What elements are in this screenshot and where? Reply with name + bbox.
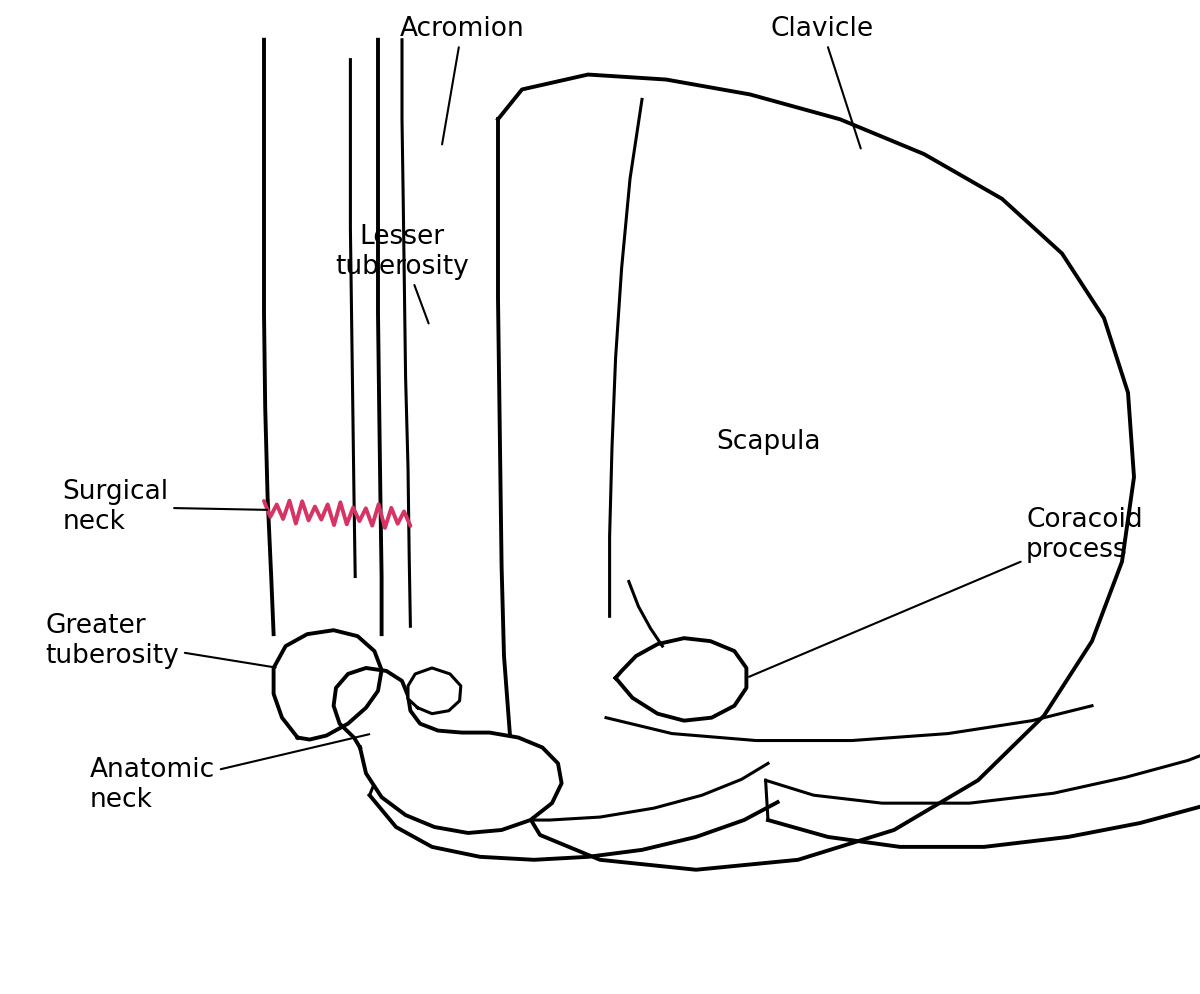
Text: Surgical
neck: Surgical neck bbox=[62, 479, 268, 535]
Text: Acromion: Acromion bbox=[400, 16, 524, 144]
Text: Lesser
tuberosity: Lesser tuberosity bbox=[335, 224, 469, 323]
Polygon shape bbox=[498, 75, 1134, 870]
Text: Scapula: Scapula bbox=[715, 429, 821, 455]
Polygon shape bbox=[408, 668, 461, 714]
Text: Greater
tuberosity: Greater tuberosity bbox=[46, 613, 276, 669]
Text: Anatomic
neck: Anatomic neck bbox=[90, 735, 370, 813]
Polygon shape bbox=[334, 668, 562, 833]
Text: Coracoid
process: Coracoid process bbox=[749, 507, 1142, 677]
Polygon shape bbox=[274, 630, 382, 740]
Polygon shape bbox=[616, 638, 746, 721]
Text: Clavicle: Clavicle bbox=[770, 16, 874, 148]
